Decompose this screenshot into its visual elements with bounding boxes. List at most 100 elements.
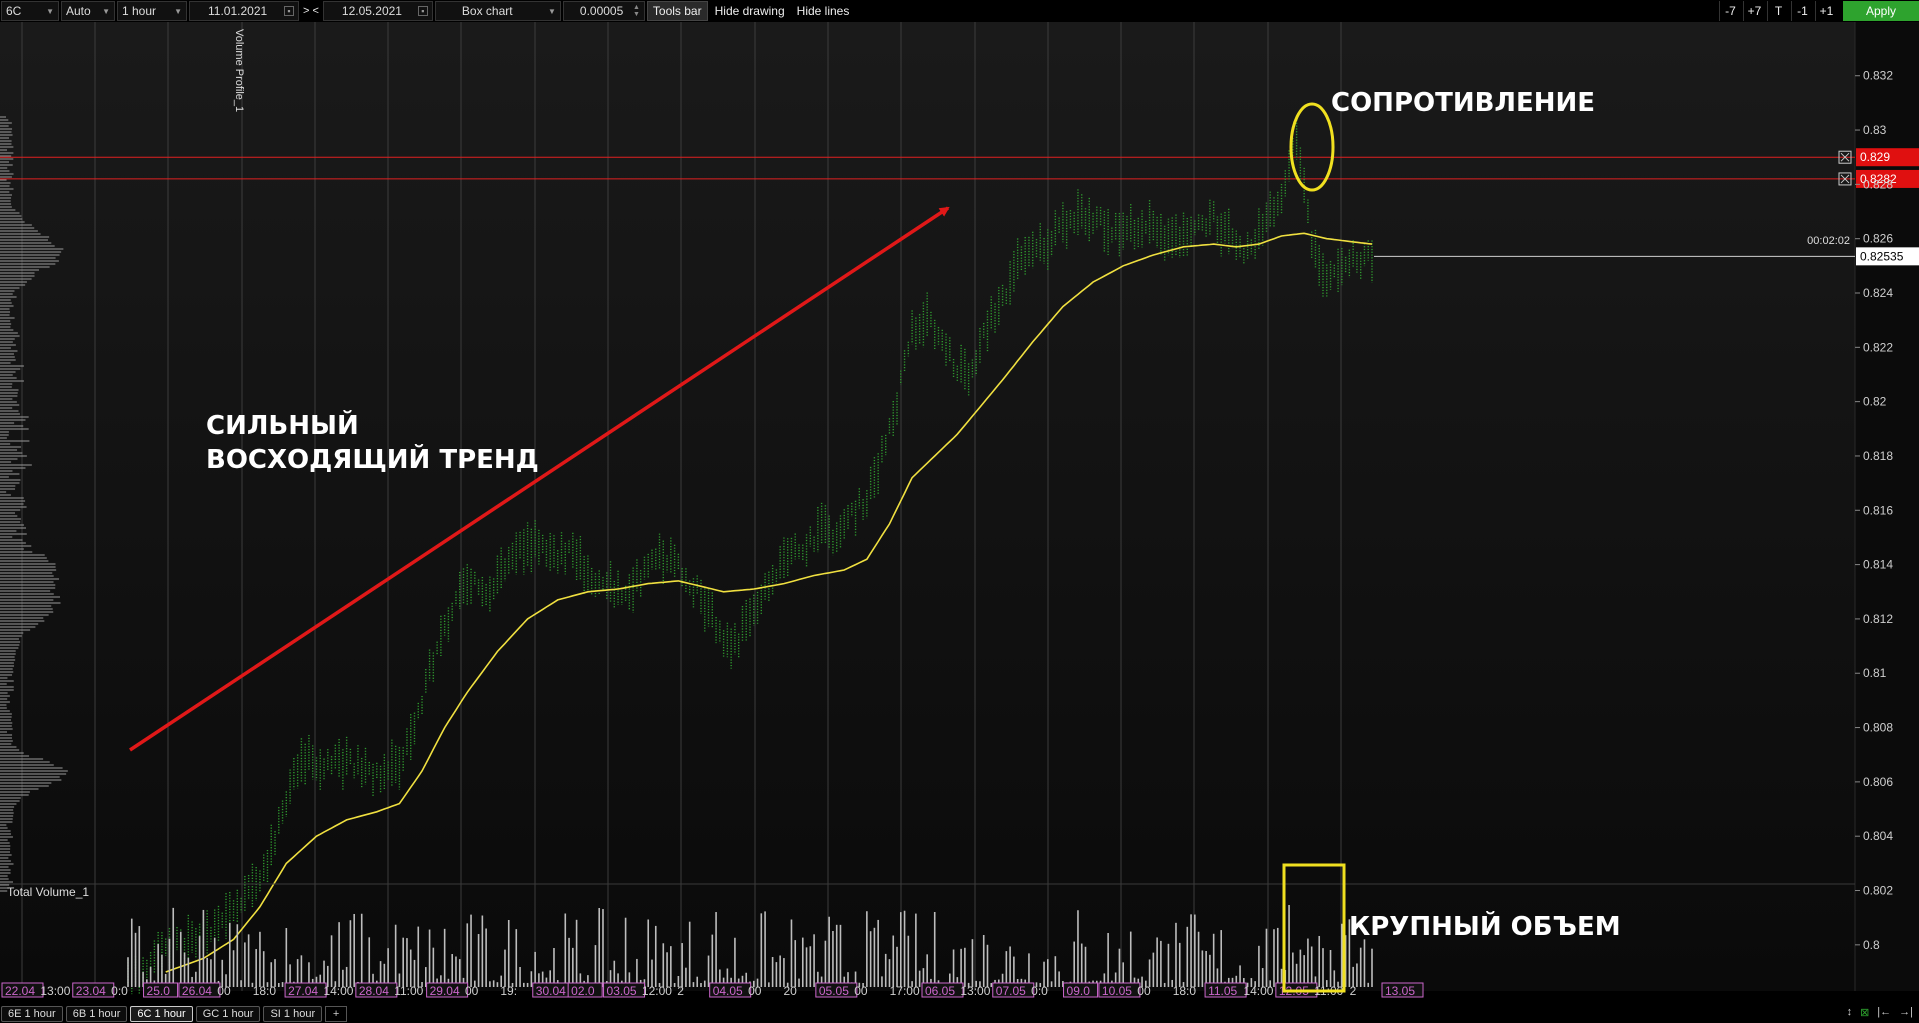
price-level-tag (1856, 148, 1919, 167)
x-time-label: 14:00 (323, 984, 353, 998)
symbol-value: 6C (6, 4, 22, 18)
x-date-box (1063, 982, 1099, 998)
price-level-label: 0.8282 (1860, 172, 1897, 186)
x-time-label: 00 (465, 984, 479, 998)
x-date-box (1204, 982, 1247, 998)
tab-tools: ↕ ⊠ |← →| (1847, 1006, 1913, 1019)
x-date-box (1381, 982, 1424, 998)
last-price-label: 0.82535 (1860, 249, 1904, 263)
y-tick-label: 0.806 (1863, 775, 1893, 789)
tab-gc[interactable]: GC 1 hour (195, 1005, 261, 1022)
close-level-icon[interactable] (1838, 150, 1852, 164)
shift-minus7-button[interactable]: -7 (1719, 1, 1741, 21)
x-date-box (1, 982, 44, 998)
timeframe-select[interactable]: 1 hour ▼ (117, 1, 187, 21)
x-date-label: 29.04 (430, 984, 460, 998)
apply-button[interactable]: Apply (1843, 1, 1919, 21)
range-nav-button[interactable]: > < (303, 5, 319, 17)
vertical-resize-icon[interactable]: ↕ (1846, 1006, 1853, 1018)
trend-arrow[interactable] (129, 206, 950, 752)
tick-size-stepper[interactable]: 0.00005 ▲ ▼ (562, 1, 645, 21)
x-time-label: 13:00 (960, 984, 990, 998)
resistance-highlight-ellipse[interactable] (1289, 102, 1335, 192)
hide-lines-button[interactable]: Hide lines (796, 4, 850, 18)
x-time-label: 20 (783, 984, 797, 998)
x-axis-labels: 22.04 13:00 23.04 0:0 25.0 26.04 00 18:0 27.04 14… (1, 982, 1424, 998)
x-time-label: 18:0 (1173, 984, 1197, 998)
date-from-field[interactable]: 11.01.2021 ▪ (189, 1, 299, 21)
scroll-start-icon[interactable]: |← (1877, 1006, 1892, 1018)
chevron-down-icon: ▼ (102, 6, 110, 16)
hide-drawing-button[interactable]: Hide drawing (714, 4, 785, 18)
ma-line (165, 232, 1373, 973)
date-from-value: 11.01.2021 (208, 4, 268, 18)
crosshair-box-icon[interactable]: ⊠ (1860, 1007, 1870, 1019)
price-level-tag (1856, 169, 1919, 188)
shift-plus1-button[interactable]: +1 (1815, 1, 1837, 21)
tools-bar-button[interactable]: Tools bar (646, 1, 708, 21)
bar-timer: 00:02:02 (1807, 235, 1850, 247)
shift-minus1-button[interactable]: -1 (1791, 1, 1813, 21)
y-tick-label: 0.802 (1863, 884, 1893, 898)
x-date-label: 27.04 (288, 984, 318, 998)
toolbar: 6C ▼ Auto ▼ 1 hour ▼ 11.01.2021 ▪ > < 12.05.… (0, 0, 1919, 22)
x-time-label: 00 (748, 984, 762, 998)
x-time-label: 12:00 (642, 984, 672, 998)
x-date-label: 28.04 (359, 984, 389, 998)
tab-si[interactable]: SI 1 hour (263, 1005, 323, 1022)
stepper-arrows-icon[interactable]: ▲ ▼ (632, 4, 640, 18)
scroll-end-icon[interactable]: →| (1899, 1006, 1913, 1018)
x-date-box (72, 982, 115, 998)
x-date-label: 13.05 (1385, 984, 1415, 998)
date-to-value: 12.05.2021 (341, 4, 402, 18)
x-date-label: 10.05 (1102, 984, 1132, 998)
x-date-label: 03.05 (607, 984, 637, 998)
y-tick-label: 0.824 (1863, 286, 1893, 300)
tab-6b[interactable]: 6B 1 hour (65, 1005, 128, 1022)
x-time-label: 00 (217, 984, 231, 998)
price-levels: 0.829 0.8282 0.82535 (0, 148, 1919, 266)
y-tick-label: 0.8 (1863, 938, 1880, 952)
today-button[interactable]: T (1767, 1, 1789, 21)
x-date-box (143, 982, 179, 998)
tab-6e[interactable]: 6E 1 hour (1, 1005, 63, 1022)
close-level-icon[interactable] (1838, 172, 1852, 186)
y-tick-label: 0.832 (1863, 69, 1893, 83)
chart-type-select[interactable]: Box chart ▼ (434, 1, 561, 21)
y-tick-label: 0.818 (1863, 449, 1893, 463)
symbol-select[interactable]: 6C ▼ (1, 1, 59, 21)
x-date-box (815, 982, 858, 998)
chevron-down-icon: ▼ (547, 6, 556, 16)
y-tick-label: 0.82 (1863, 395, 1887, 409)
date-to-field[interactable]: 12.05.2021 ▪ (322, 1, 433, 21)
scale-value: Auto (66, 4, 91, 18)
x-date-box (178, 982, 221, 998)
volume-profile-label: Volume Profile_1 (233, 29, 245, 112)
volume-highlight-rect[interactable] (1282, 863, 1346, 993)
calendar-icon[interactable]: ▪ (417, 6, 428, 16)
y-tick-label: 0.808 (1863, 721, 1893, 735)
chevron-down-icon: ▼ (174, 6, 182, 16)
close-level-icon-stroke (1840, 174, 1850, 184)
tab-6c[interactable]: 6C 1 hour (130, 1005, 193, 1022)
calendar-icon[interactable]: ▪ (284, 6, 294, 16)
x-time-label: 0:0 (1031, 984, 1048, 998)
x-time-label: 13:00 (40, 984, 70, 998)
y-tick-label: 0.804 (1863, 829, 1893, 843)
y-tick-label: 0.814 (1863, 558, 1893, 572)
x-date-label: 11.05 (1208, 984, 1237, 998)
x-date-box (709, 982, 752, 998)
scale-select[interactable]: Auto ▼ (61, 1, 115, 21)
x-date-label: 09.0 (1067, 984, 1091, 998)
y-tick-label: 0.828 (1863, 177, 1893, 191)
x-time-label: 0:0 (111, 984, 128, 998)
trend-label-line2: ВОСХОДЯЩИЙ ТРЕНД (206, 443, 539, 475)
y-tick-label: 0.812 (1863, 612, 1893, 626)
trend-label-line1: СИЛЬНЫЙ (206, 409, 359, 441)
shift-plus7-button[interactable]: +7 (1743, 1, 1765, 21)
y-axis-ticks: 0.832 0.83 0.828 0.826 0.824 0.822 0.82 0.818 0.… (1855, 69, 1893, 952)
add-tab-button[interactable]: + (325, 1005, 348, 1022)
x-date-box (567, 982, 603, 998)
price-level-label: 0.829 (1860, 150, 1890, 164)
